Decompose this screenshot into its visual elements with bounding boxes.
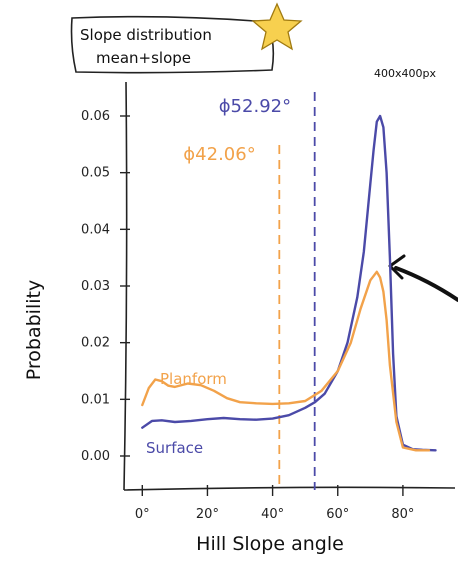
series-label: Planform [160, 370, 227, 388]
star-icon [251, 2, 303, 51]
x-tick-label: 60° [326, 507, 349, 522]
y-axis-line [123, 81, 128, 491]
x-tick-label: 20° [196, 507, 219, 522]
y-tick-label: 0.04 [81, 222, 110, 237]
chart-title-line2: mean+slope [96, 49, 191, 67]
title-box [70, 15, 275, 74]
series-label: Surface [146, 439, 203, 457]
x-tick-label: 40° [261, 507, 284, 522]
y-tick-label: 0.03 [81, 279, 110, 294]
arrow-icon [394, 266, 458, 302]
y-tick-label: 0.05 [81, 166, 110, 181]
y-tick-label: 0.02 [81, 336, 110, 351]
mean-label: ϕ52.92° [219, 96, 291, 117]
x-axis-line [123, 486, 456, 491]
x-axis-title: Hill Slope angle [196, 533, 344, 555]
y-tick-label: 0.01 [81, 392, 110, 407]
y-tick-label: 0.06 [81, 109, 110, 124]
mean-label: ϕ42.06° [183, 144, 255, 165]
x-tick-label: 80° [391, 507, 414, 522]
chart-title-line1: Slope distribution [80, 26, 212, 44]
series-line [141, 114, 437, 452]
y-tick-label: 0.00 [81, 449, 110, 464]
size-note: 400x400px [374, 67, 436, 80]
x-tick-label: 0° [135, 507, 150, 522]
series-line [141, 270, 431, 452]
y-axis-title: Probability [23, 280, 45, 380]
